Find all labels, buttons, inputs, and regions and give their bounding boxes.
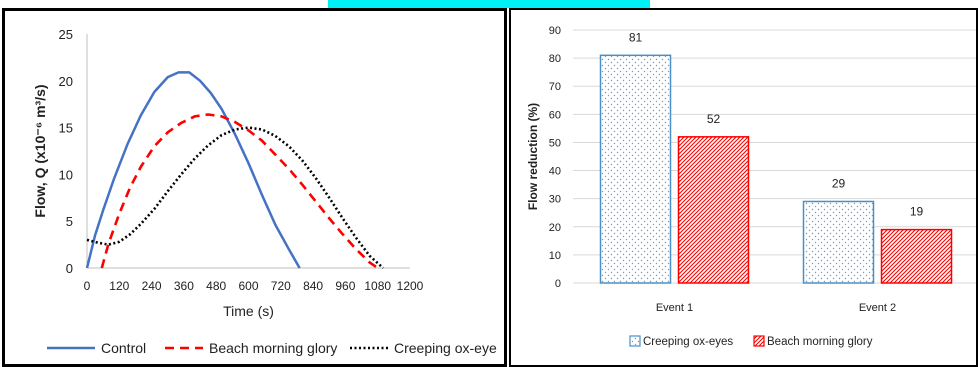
x-tick-label: 0 — [84, 279, 91, 293]
y-tick-label: 10 — [59, 167, 73, 182]
flow-time-chart-panel: 0 5 10 15 20 25 0 120 240 360 480 600 720 840 960 1080 1… — [2, 8, 507, 367]
x-tick-label: 480 — [206, 279, 226, 293]
bar-creeping-ox-eyes-event-1 — [599, 54, 672, 284]
x-tick-label: 720 — [271, 279, 291, 293]
legend-label-control: Control — [101, 340, 146, 356]
category-label-event-1: Event 1 — [656, 302, 693, 314]
y-tick-label: 20 — [59, 74, 73, 89]
y-tick-label: 80 — [549, 53, 561, 65]
x-tick-label: 1080 — [364, 279, 391, 293]
y-axis-label: Flow reduction (%) — [526, 103, 540, 210]
y-tick-label: 50 — [549, 137, 561, 149]
top-highlight-strip — [328, 0, 650, 8]
y-tick-label: 15 — [59, 121, 73, 136]
data-label-creeping-ox-eyes-event-1: 81 — [629, 30, 643, 44]
y-tick-label: 40 — [549, 166, 561, 178]
x-tick-label: 840 — [303, 279, 323, 293]
bar-creeping-ox-eyes-event-2 — [802, 200, 875, 284]
x-tick-label: 120 — [109, 279, 129, 293]
y-tick-label: 0 — [555, 278, 561, 290]
legend-swatch-beach-morning-glory — [753, 335, 765, 347]
y-tick-label: 30 — [549, 194, 561, 206]
flow-reduction-chart-panel: 0 10 20 30 40 50 60 70 80 90 Flow reduction (%) 81 5… — [509, 8, 978, 367]
data-label-beach-morning-glory-event-1: 52 — [707, 112, 721, 126]
legend-swatch-creeping-ox-eyes — [629, 335, 641, 347]
bar-beach-morning-glory-event-2 — [880, 228, 953, 284]
legend-label-beach-morning-glory: Beach morning glory — [767, 336, 873, 348]
y-axis-label: Flow, Q (x10⁻⁶ m³/s) — [32, 84, 48, 217]
x-tick-label: 1200 — [397, 279, 424, 293]
y-tick-label: 90 — [549, 25, 561, 37]
series-line-creeping-ox-eye — [86, 126, 384, 269]
y-tick-label: 20 — [549, 222, 561, 234]
category-label-event-2: Event 2 — [859, 302, 896, 314]
flow-reduction-chart: 0 10 20 30 40 50 60 70 80 90 Flow reduction (%) 81 5… — [526, 25, 976, 348]
x-tick-label: 360 — [174, 279, 194, 293]
data-label-creeping-ox-eyes-event-2: 29 — [832, 176, 846, 190]
bar-beach-morning-glory-event-1 — [677, 136, 750, 284]
legend-label-beach-morning-glory: Beach morning glory — [209, 340, 337, 356]
x-tick-label: 240 — [142, 279, 162, 293]
y-tick-label: 70 — [549, 81, 561, 93]
y-tick-label: 10 — [549, 250, 561, 262]
data-label-beach-morning-glory-event-2: 19 — [910, 205, 924, 219]
y-tick-label: 0 — [66, 261, 73, 276]
x-axis-label: Time (s) — [223, 303, 274, 319]
y-tick-label: 5 — [66, 214, 73, 229]
flow-time-chart: 0 5 10 15 20 25 0 120 240 360 480 600 720 840 960 1080 1… — [32, 27, 497, 356]
legend-label-creeping-ox-eyes: Creeping ox-eyes — [643, 336, 733, 348]
series-line-control — [85, 71, 301, 269]
legend-label-creeping-ox-eye: Creeping ox-eye — [394, 340, 497, 356]
series-line-beach-morning-glory — [100, 113, 379, 270]
x-tick-label: 600 — [238, 279, 258, 293]
y-tick-label: 25 — [59, 27, 73, 42]
y-tick-label: 60 — [549, 109, 561, 121]
x-tick-label: 960 — [335, 279, 355, 293]
